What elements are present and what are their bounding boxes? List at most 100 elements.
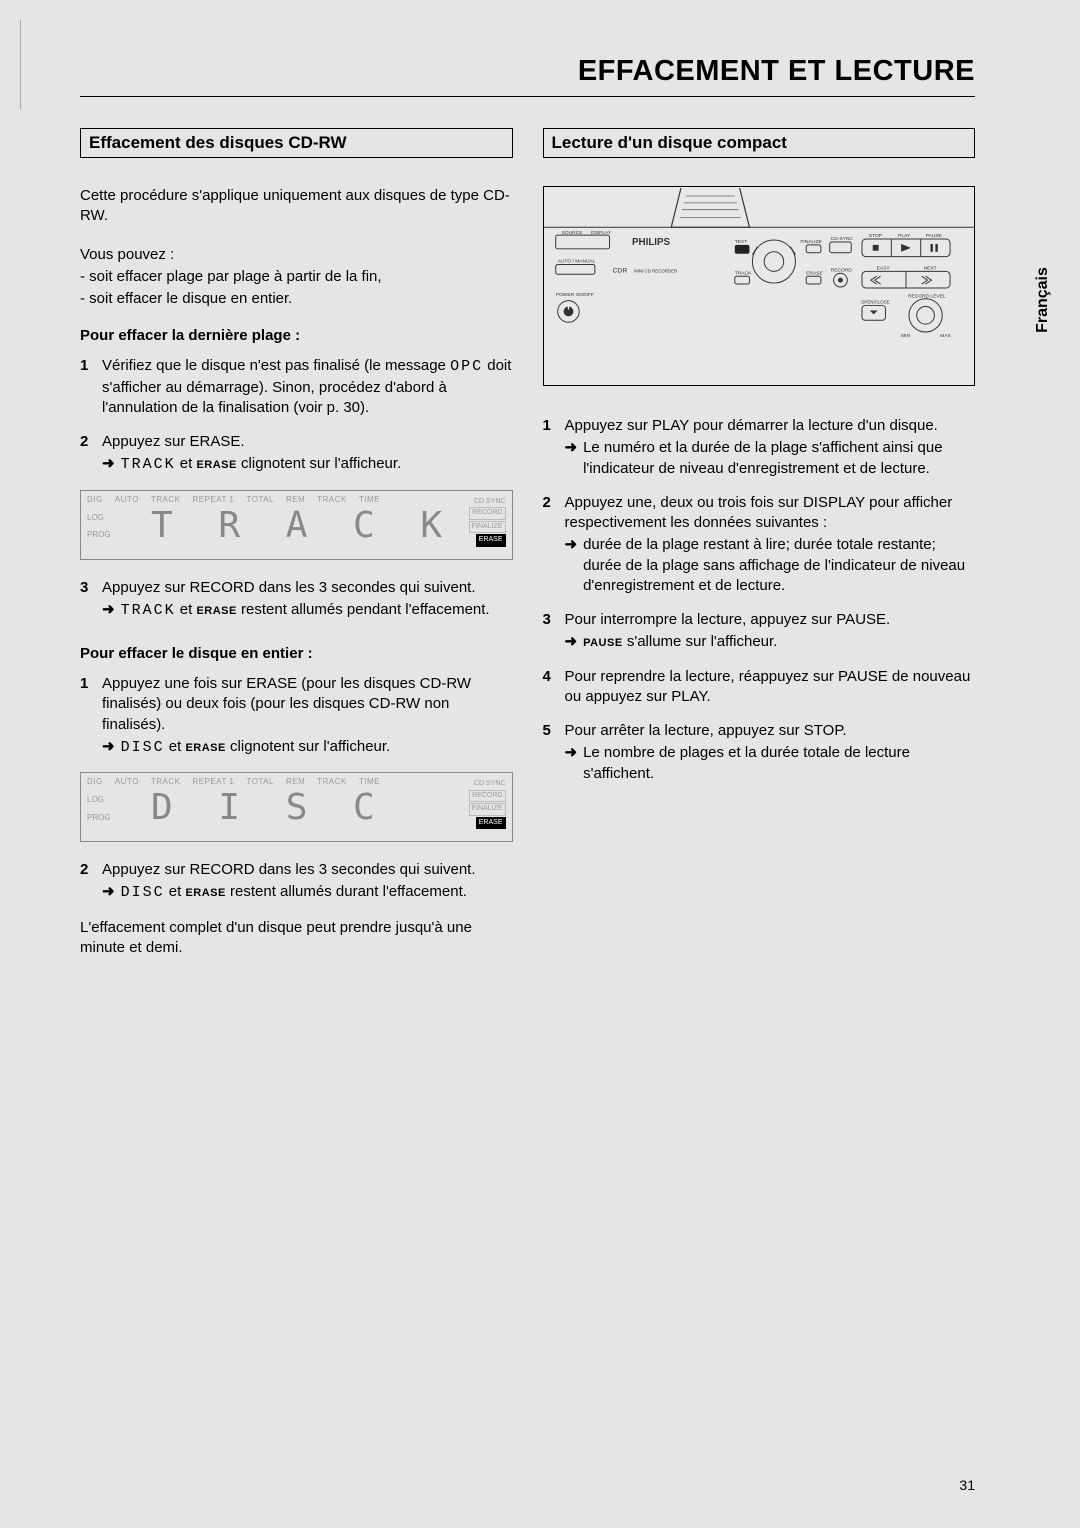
left-footer: L'effacement complet d'un disque peut pr… xyxy=(80,918,513,959)
arrow-text: TRACK et ERASE clignotent sur l'afficheu… xyxy=(121,454,402,475)
arrow-line: ➜ DISC et ERASE restent allumés durant l… xyxy=(102,882,513,903)
text: Appuyez une, deux ou trois fois sur DISP… xyxy=(565,494,953,531)
lcd-lbl: AUTO xyxy=(115,495,139,504)
lbl-cdr: CDR xyxy=(612,267,627,274)
step-num: 4 xyxy=(543,667,561,708)
lcd-lbl: PROG xyxy=(87,526,111,544)
lcd-lbl: PROG xyxy=(87,809,111,827)
seg: TRACK xyxy=(121,456,176,473)
lcd-lbl: REM xyxy=(286,495,305,504)
device-svg: SOURCE DISPLAY PHILIPS AUTO / MANUAL CDR… xyxy=(544,187,975,385)
left-intro: Cette procédure s'applique uniquement au… xyxy=(80,186,513,227)
svg-text:RECORD: RECORD xyxy=(830,267,852,273)
arrow-line: ➜ durée de la plage restant à lire; duré… xyxy=(565,535,976,596)
brand-text: PHILIPS xyxy=(632,237,670,248)
step-4: 4 Pour reprendre la lecture, réappuyez s… xyxy=(543,667,976,708)
lcd-lbl: AUTO xyxy=(115,777,139,786)
lcd-lbl: TRACK xyxy=(317,777,347,786)
lcd-finalize: FINALIZE xyxy=(469,803,506,816)
step-body: Pour arrêter la lecture, appuyez sur STO… xyxy=(565,721,976,784)
step-body: Appuyez une fois sur ERASE (pour les dis… xyxy=(102,674,513,758)
step-num: 3 xyxy=(80,578,98,622)
arrow-text: durée de la plage restant à lire; durée … xyxy=(583,535,975,596)
arrow-icon: ➜ xyxy=(102,882,115,902)
seg: DISC xyxy=(121,884,165,901)
arrow-line: ➜ TRACK et ERASE restent allumés pendant… xyxy=(102,600,513,621)
text: et xyxy=(176,455,197,472)
language-tab: Français xyxy=(1028,260,1058,340)
step-body: Appuyez sur PLAY pour démarrer la lectur… xyxy=(565,416,976,479)
seg: DISC xyxy=(121,739,165,756)
arrow-icon: ➜ xyxy=(565,535,578,555)
arrow-icon: ➜ xyxy=(102,737,115,757)
step-num: 2 xyxy=(80,860,98,904)
seg-opc: OPC xyxy=(450,358,483,375)
arrow-icon: ➜ xyxy=(102,600,115,620)
page-number: 31 xyxy=(959,1477,975,1493)
lcd-lbl: TRACK xyxy=(151,777,181,786)
lcd-lbl: TRACK xyxy=(317,495,347,504)
erase: ERASE xyxy=(185,887,225,899)
svg-text:PAUSE: PAUSE xyxy=(925,233,942,239)
step-num: 3 xyxy=(543,610,561,653)
step-body: Appuyez sur ERASE. ➜ TRACK et ERASE clig… xyxy=(102,432,513,476)
step-num: 1 xyxy=(80,356,98,418)
margin-line xyxy=(20,20,21,110)
arrow-icon: ➜ xyxy=(565,743,578,763)
svg-text:RECORD LEVEL: RECORD LEVEL xyxy=(907,294,945,300)
lcd-lbl: TIME xyxy=(359,495,380,504)
text: s'allume sur l'afficheur. xyxy=(623,633,778,650)
right-heading: Lecture d'un disque compact xyxy=(543,128,976,158)
arrow-text: DISC et ERASE restent allumés durant l'e… xyxy=(121,882,467,903)
text: Pour reprendre la lecture, réappuyez sur… xyxy=(565,668,971,705)
lbl-source: SOURCE xyxy=(561,230,583,236)
text: Appuyez sur RECORD dans les 3 secondes q… xyxy=(102,861,476,878)
svg-text:OPEN/CLOSE: OPEN/CLOSE xyxy=(861,300,890,305)
text: et xyxy=(165,738,186,755)
arrow-line: ➜ TRACK et ERASE clignotent sur l'affich… xyxy=(102,454,513,475)
text: et xyxy=(176,601,197,618)
lcd-main-text: D I S C xyxy=(151,787,387,828)
svg-text:ERASE: ERASE xyxy=(806,270,823,276)
step-body: Vérifiez que le disque n'est pas finalis… xyxy=(102,356,513,418)
text: Pour interrompre la lecture, appuyez sur… xyxy=(565,611,891,628)
step-5: 5 Pour arrêter la lecture, appuyez sur S… xyxy=(543,721,976,784)
erase-all-steps-cont: 2 Appuyez sur RECORD dans les 3 secondes… xyxy=(80,860,513,904)
lcd-lbl: CD SYNC xyxy=(469,497,506,508)
svg-text:NEXT: NEXT xyxy=(923,265,936,271)
arrow-text: Le nombre de plages et la durée totale d… xyxy=(583,743,975,784)
lcd-top-row: DIG AUTO TRACK REPEAT 1 TOTAL REM TRACK … xyxy=(87,777,506,786)
lcd-left: LOG PROG xyxy=(87,791,111,826)
erase-all-steps: 1 Appuyez une fois sur ERASE (pour les d… xyxy=(80,674,513,758)
lcd-lbl: REM xyxy=(286,777,305,786)
lcd-lbl: REPEAT 1 xyxy=(192,777,234,786)
svg-text:FINALIZE: FINALIZE xyxy=(800,239,822,245)
right-column: Lecture d'un disque compact SOURCE DISPL… xyxy=(543,128,976,976)
step-1: 1 Vérifiez que le disque n'est pas final… xyxy=(80,356,513,418)
title-bar: EFFACEMENT ET LECTURE xyxy=(80,55,975,97)
step-1: 1 Appuyez sur PLAY pour démarrer la lect… xyxy=(543,416,976,479)
lbl-mini: MINI CD RECORDER xyxy=(634,268,677,273)
svg-text:CD-SYNC: CD-SYNC xyxy=(830,236,853,242)
lcd-right: CD SYNC RECORD FINALIZE ERASE xyxy=(469,779,506,830)
page: EFFACEMENT ET LECTURE Français Effacemen… xyxy=(10,10,1070,1518)
svg-text:TEXT: TEXT xyxy=(734,239,746,245)
erase-last-steps: 1 Vérifiez que le disque n'est pas final… xyxy=(80,356,513,475)
lcd-lbl: DIG xyxy=(87,777,103,786)
arrow-icon: ➜ xyxy=(102,454,115,474)
step-num: 5 xyxy=(543,721,561,784)
arrow-text: PAUSE s'allume sur l'afficheur. xyxy=(583,632,777,652)
step-num: 1 xyxy=(543,416,561,479)
step-body: Appuyez sur RECORD dans les 3 secondes q… xyxy=(102,860,513,904)
step-body: Pour reprendre la lecture, réappuyez sur… xyxy=(565,667,976,708)
arrow-line: ➜ PAUSE s'allume sur l'afficheur. xyxy=(565,632,976,652)
lcd-top-row: DIG AUTO TRACK REPEAT 1 TOTAL REM TRACK … xyxy=(87,495,506,504)
lcd-erase: ERASE xyxy=(476,817,506,830)
you-can: Vous pouvez : xyxy=(80,245,513,265)
lcd-lbl: TIME xyxy=(359,777,380,786)
text: restent allumés pendant l'effacement. xyxy=(237,601,490,618)
lcd-lbl: REPEAT 1 xyxy=(192,495,234,504)
lcd-left: LOG PROG xyxy=(87,509,111,544)
arrow-icon: ➜ xyxy=(565,632,578,652)
step-body: Pour interrompre la lecture, appuyez sur… xyxy=(565,610,976,653)
